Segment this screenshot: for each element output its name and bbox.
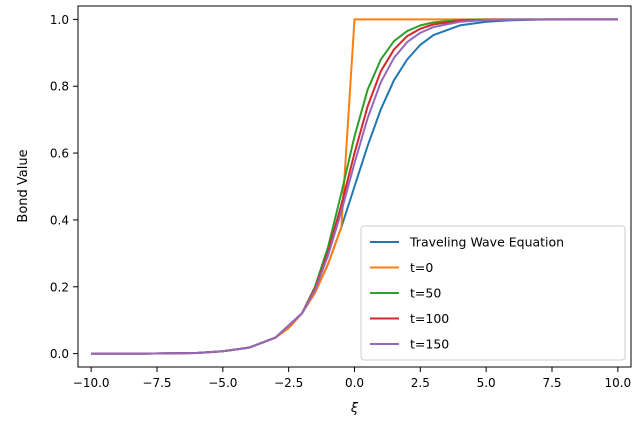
legend-label: t=0 (410, 260, 433, 275)
plot-series (91, 18, 618, 355)
y-tick-label: 0.8 (50, 80, 69, 94)
x-tick-label: −10.0 (73, 376, 110, 390)
y-tick-label: 1.0 (50, 13, 69, 27)
legend: Traveling Wave Equation t=0 t=50 t=100 t=150 (360, 225, 626, 361)
x-axis-label: ξ (350, 401, 359, 416)
x-tick-label: 2.5 (411, 376, 430, 390)
y-tick-label: 0.4 (50, 213, 69, 227)
y-tick-label: 0.2 (50, 280, 69, 294)
y-tick-label: 0.0 (50, 347, 69, 361)
legend-label: t=150 (410, 337, 449, 352)
y-axis: 0.0 0.2 0.4 0.6 0.8 1.0 (50, 13, 78, 361)
x-tick-label: 5.0 (477, 376, 496, 390)
y-axis-label: Bond Value (16, 149, 31, 222)
x-tick-label: −7.5 (142, 376, 171, 390)
y-tick-label: 0.6 (50, 147, 69, 161)
legend-label: t=100 (410, 311, 449, 326)
legend-label: t=50 (410, 286, 441, 301)
series-line-4 (91, 18, 618, 355)
x-tick-label: −5.0 (208, 376, 237, 390)
x-tick-label: 10.0 (604, 376, 631, 390)
x-tick-label: 0.0 (345, 376, 364, 390)
x-tick-label: 7.5 (542, 376, 561, 390)
legend-label: Traveling Wave Equation (409, 235, 564, 250)
x-axis: −10.0 −7.5 −5.0 −2.5 0.0 2.5 5.0 7.5 10.0 (73, 367, 631, 390)
x-tick-label: −2.5 (274, 376, 303, 390)
legend-box (360, 225, 626, 361)
